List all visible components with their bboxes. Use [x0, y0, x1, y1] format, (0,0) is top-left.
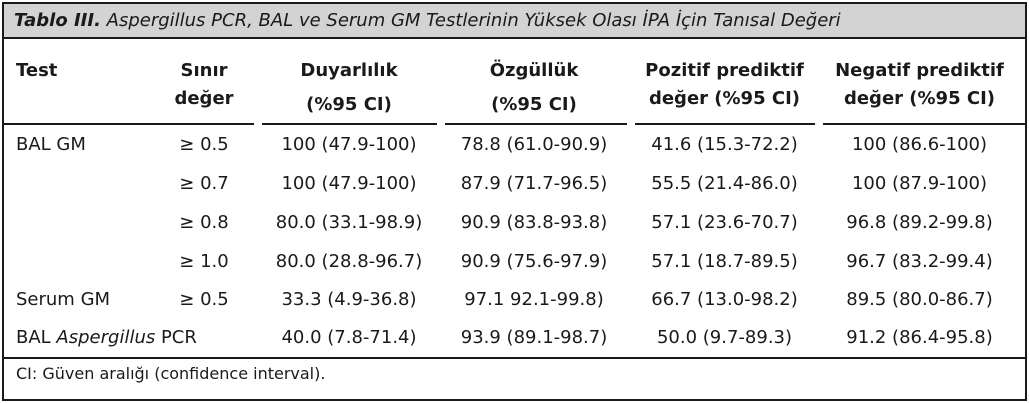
header-specificity-line2: (%95 CI)	[491, 94, 577, 115]
table-cell-sensitivity: 100 (47.9-100)	[281, 134, 417, 155]
table-cell-npv: 89.5 (80.0-86.7)	[846, 289, 993, 310]
table-cell-sensitivity: 80.0 (33.1-98.9)	[275, 212, 423, 233]
table-cell-specificity: 90.9 (75.6-97.9)	[460, 251, 608, 272]
table-cell-npv: 100 (87.9-100)	[851, 173, 988, 194]
caption-text: Aspergillus PCR, BAL ve Serum GM Testler…	[100, 10, 841, 31]
table-cell-test: Serum GM	[16, 289, 111, 310]
header-cutoff-line1: Sınır	[180, 60, 228, 81]
header-sensitivity-line1: Duyarlılık	[300, 60, 398, 81]
test-italic: Aspergillus	[56, 327, 156, 348]
table-cell-specificity: 78.8 (61.0-90.9)	[460, 134, 608, 155]
table-cell-cutoff: ≥ 0.5	[179, 134, 229, 155]
table-cell-sensitivity: 100 (47.9-100)	[281, 173, 417, 194]
header-rule-3	[445, 123, 627, 125]
table-cell-npv: 91.2 (86.4-95.8)	[846, 327, 993, 348]
table-cell-sensitivity: 40.0 (7.8-71.4)	[281, 327, 417, 348]
table-cell-sensitivity: 80.0 (28.8-96.7)	[275, 251, 423, 272]
table-cell-specificity: 87.9 (71.7-96.5)	[460, 173, 608, 194]
table-cell-ppv: 41.6 (15.3-72.2)	[651, 134, 798, 155]
table-cell-npv: 96.8 (89.2-99.8)	[846, 212, 993, 233]
table-cell-ppv: 66.7 (13.0-98.2)	[651, 289, 798, 310]
header-sensitivity-line2: (%95 CI)	[306, 94, 392, 115]
table-cell-specificity: 90.9 (83.8-93.8)	[460, 212, 608, 233]
header-ppv-line1: Pozitif prediktif	[645, 60, 804, 81]
test-prefix: BAL	[16, 327, 57, 348]
table-cell-cutoff: ≥ 0.7	[179, 173, 229, 194]
table-cell-ppv: 57.1 (23.6-70.7)	[651, 212, 798, 233]
table-cell-test: BAL GM	[16, 134, 86, 155]
table-caption: Tablo III. Aspergillus PCR, BAL ve Serum…	[4, 4, 1025, 39]
footer-rule	[4, 357, 1025, 359]
table-cell-cutoff: ≥ 0.5	[179, 289, 229, 310]
header-npv-line2: değer (%95 CI)	[843, 88, 996, 109]
table-footnote: CI: Güven aralığı (confidence interval).	[16, 364, 326, 383]
caption-lead: Tablo III.	[14, 10, 101, 31]
header-rule-5	[823, 123, 1025, 125]
table-cell-cutoff: ≥ 1.0	[179, 251, 229, 272]
table-cell-specificity: 93.9 (89.1-98.7)	[460, 327, 608, 348]
table-cell-ppv: 55.5 (21.4-86.0)	[651, 173, 798, 194]
header-ppv-line2: değer (%95 CI)	[648, 88, 801, 109]
header-cutoff-line2: değer	[174, 88, 234, 109]
table-cell-specificity: 97.1 92.1-99.8)	[464, 289, 604, 310]
table-cell-test: BAL Aspergillus PCR	[16, 326, 197, 350]
table-cell-ppv: 50.0 (9.7-89.3)	[656, 327, 793, 348]
test-suffix: PCR	[155, 327, 197, 348]
table-cell-npv: 100 (86.6-100)	[851, 134, 988, 155]
header-test: Test	[16, 60, 58, 81]
table-cell-cutoff: ≥ 0.8	[179, 212, 229, 233]
header-rule-1	[4, 123, 254, 125]
header-rule-2	[262, 123, 437, 125]
header-rule-4	[635, 123, 815, 125]
table-cell-sensitivity: 33.3 (4.9-36.8)	[281, 289, 417, 310]
header-specificity-line1: Özgüllük	[489, 60, 579, 81]
table-cell-npv: 96.7 (83.2-99.4)	[846, 251, 993, 272]
table-cell-ppv: 57.1 (18.7-89.5)	[651, 251, 798, 272]
header-npv-line1: Negatif prediktif	[835, 60, 1004, 81]
